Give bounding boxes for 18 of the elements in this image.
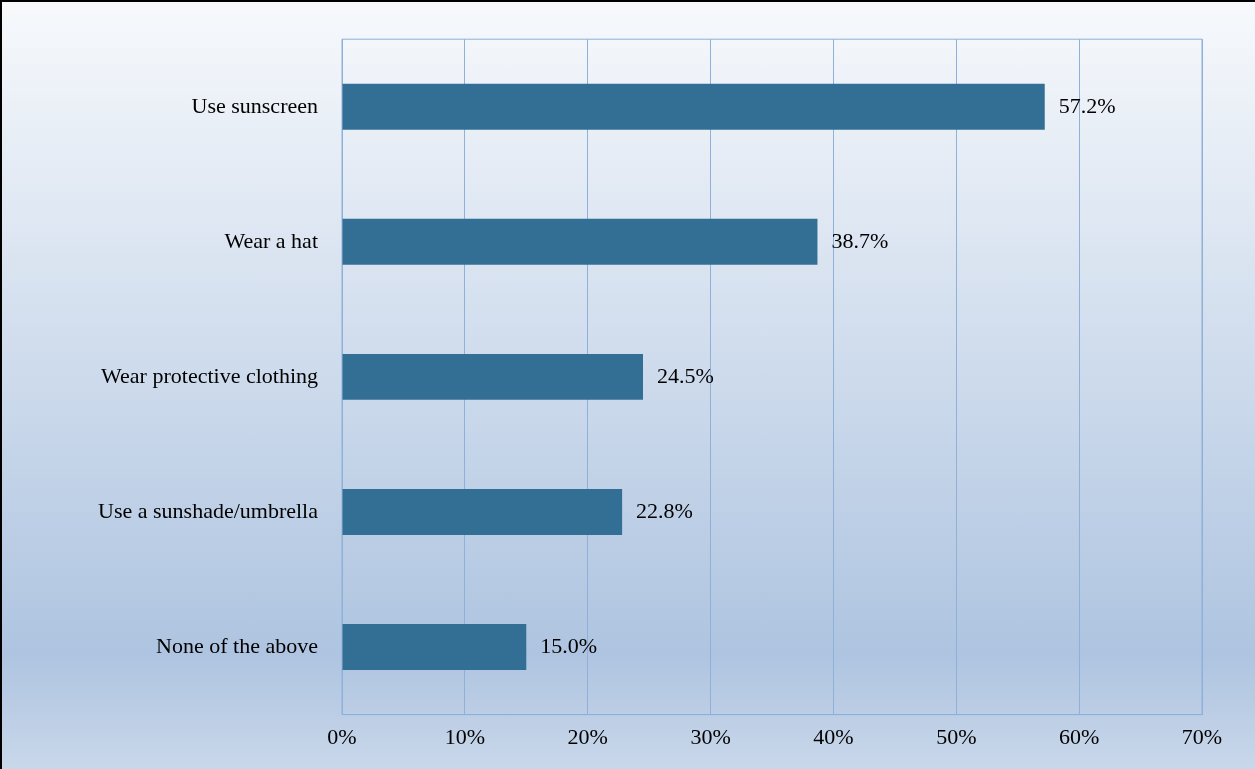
data-label: 38.7% xyxy=(831,227,889,253)
x-tick-label: 40% xyxy=(813,723,854,749)
data-label: 15.0% xyxy=(540,632,598,658)
y-tick-label: Use sunscreen xyxy=(191,92,318,118)
y-tick-label: Use a sunshade/umbrella xyxy=(98,497,319,523)
data-label: 57.2% xyxy=(1058,92,1116,118)
y-tick-label: None of the above xyxy=(156,632,318,658)
data-label: 22.8% xyxy=(636,497,693,523)
x-tick-label: 20% xyxy=(567,723,608,749)
x-tick-label: 70% xyxy=(1181,723,1223,749)
x-tick-label: 30% xyxy=(690,723,731,749)
x-tick-label: 60% xyxy=(1058,723,1100,749)
x-tick-label: 0% xyxy=(327,723,357,749)
x-tick-label: 10% xyxy=(444,723,486,749)
x-tick-label: 50% xyxy=(936,723,977,749)
y-tick-label: Wear a hat xyxy=(224,227,318,253)
y-tick-label: Wear protective clothing xyxy=(101,362,318,388)
data-label: 24.5% xyxy=(657,362,714,388)
